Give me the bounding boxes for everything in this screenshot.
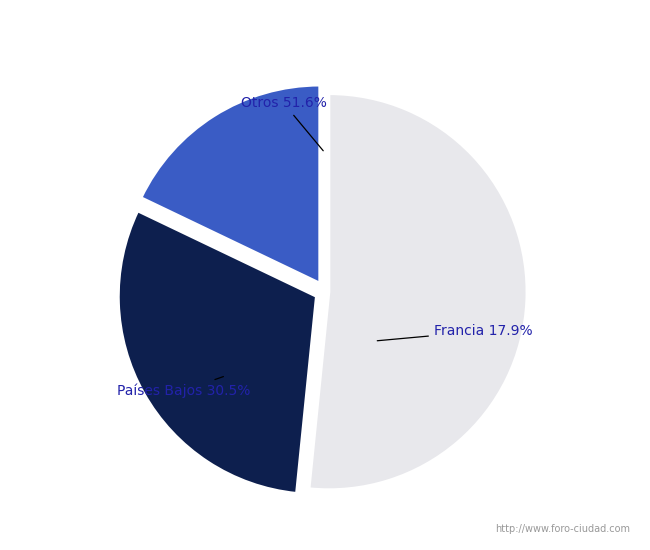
- Wedge shape: [309, 94, 527, 490]
- Text: Nerva - Turistas extranjeros según país - Abril de 2024: Nerva - Turistas extranjeros según país …: [69, 12, 581, 30]
- Text: http://www.foro-ciudad.com: http://www.foro-ciudad.com: [495, 524, 630, 534]
- Text: Otros 51.6%: Otros 51.6%: [241, 96, 327, 151]
- Text: Francia 17.9%: Francia 17.9%: [377, 324, 532, 341]
- Text: Países Bajos 30.5%: Países Bajos 30.5%: [117, 377, 250, 398]
- Wedge shape: [118, 211, 317, 493]
- Wedge shape: [141, 85, 320, 283]
